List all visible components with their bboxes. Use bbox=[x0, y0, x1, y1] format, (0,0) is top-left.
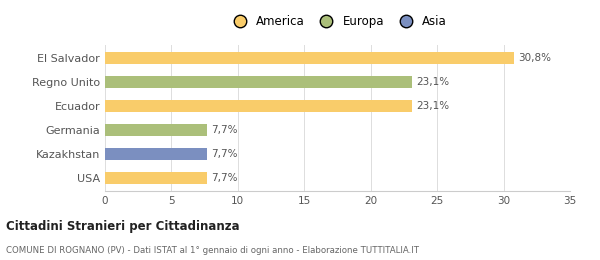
Bar bbox=[105, 124, 208, 136]
Bar bbox=[105, 76, 412, 88]
Bar bbox=[105, 172, 208, 185]
Text: 7,7%: 7,7% bbox=[211, 173, 238, 184]
Text: 7,7%: 7,7% bbox=[211, 125, 238, 135]
Bar bbox=[105, 52, 514, 64]
Text: 30,8%: 30,8% bbox=[518, 53, 551, 63]
Bar bbox=[105, 100, 412, 112]
Text: 7,7%: 7,7% bbox=[211, 150, 238, 159]
Text: Cittadini Stranieri per Cittadinanza: Cittadini Stranieri per Cittadinanza bbox=[6, 220, 239, 233]
Text: 23,1%: 23,1% bbox=[416, 101, 449, 111]
Text: COMUNE DI ROGNANO (PV) - Dati ISTAT al 1° gennaio di ogni anno - Elaborazione TU: COMUNE DI ROGNANO (PV) - Dati ISTAT al 1… bbox=[6, 246, 419, 255]
Text: 23,1%: 23,1% bbox=[416, 77, 449, 87]
Legend: America, Europa, Asia: America, Europa, Asia bbox=[223, 11, 452, 33]
Bar bbox=[105, 148, 208, 160]
